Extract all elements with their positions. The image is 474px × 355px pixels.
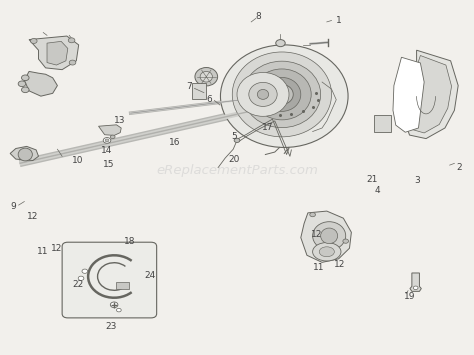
Ellipse shape	[110, 135, 115, 138]
Ellipse shape	[253, 69, 311, 120]
Ellipse shape	[105, 139, 109, 142]
Ellipse shape	[103, 137, 111, 143]
Ellipse shape	[319, 247, 334, 257]
Polygon shape	[29, 36, 79, 70]
Polygon shape	[10, 146, 38, 160]
Bar	[116, 282, 129, 289]
Polygon shape	[99, 125, 121, 135]
Ellipse shape	[21, 87, 29, 93]
Polygon shape	[410, 273, 421, 291]
Ellipse shape	[110, 302, 118, 308]
Text: 12: 12	[334, 260, 346, 269]
Text: 24: 24	[145, 271, 155, 280]
Text: 1: 1	[336, 16, 342, 25]
Text: 4: 4	[374, 186, 380, 195]
Text: 3: 3	[415, 176, 420, 185]
Ellipse shape	[310, 213, 316, 217]
Ellipse shape	[200, 71, 212, 82]
Text: 15: 15	[103, 159, 114, 169]
Text: 23: 23	[106, 322, 117, 331]
Text: 13: 13	[114, 116, 126, 125]
Ellipse shape	[249, 82, 277, 106]
Ellipse shape	[68, 38, 75, 43]
Ellipse shape	[271, 84, 293, 104]
Polygon shape	[409, 55, 452, 133]
Ellipse shape	[69, 60, 76, 65]
Ellipse shape	[21, 75, 29, 81]
Ellipse shape	[30, 39, 37, 43]
Text: 21: 21	[366, 175, 378, 184]
Text: 12: 12	[27, 212, 38, 221]
Ellipse shape	[232, 52, 331, 137]
Text: 20: 20	[228, 155, 240, 164]
Ellipse shape	[313, 242, 341, 261]
Text: 12: 12	[311, 230, 322, 239]
Text: 16: 16	[169, 138, 181, 147]
Text: 12: 12	[51, 245, 62, 253]
Ellipse shape	[18, 81, 26, 87]
Ellipse shape	[220, 45, 348, 147]
Ellipse shape	[320, 228, 337, 244]
Polygon shape	[47, 42, 68, 65]
Ellipse shape	[276, 40, 285, 47]
Ellipse shape	[243, 61, 320, 128]
Ellipse shape	[18, 148, 32, 161]
Text: 11: 11	[312, 263, 324, 272]
FancyBboxPatch shape	[62, 242, 156, 318]
Ellipse shape	[343, 239, 348, 243]
Text: 18: 18	[124, 237, 135, 246]
Text: 19: 19	[404, 292, 416, 301]
Ellipse shape	[313, 222, 346, 250]
Text: 6: 6	[207, 95, 212, 104]
Ellipse shape	[195, 67, 218, 86]
Text: 11: 11	[36, 247, 48, 256]
Ellipse shape	[413, 286, 418, 290]
Polygon shape	[405, 50, 458, 138]
Text: 7: 7	[186, 82, 191, 92]
Polygon shape	[301, 211, 351, 262]
Polygon shape	[393, 57, 424, 132]
Text: 14: 14	[101, 146, 112, 155]
Polygon shape	[24, 71, 57, 96]
Text: 17: 17	[263, 124, 274, 132]
Text: eReplacementParts.com: eReplacementParts.com	[156, 164, 318, 177]
Ellipse shape	[263, 77, 301, 111]
Text: 10: 10	[72, 156, 83, 165]
Ellipse shape	[117, 308, 121, 312]
Text: 5: 5	[231, 132, 237, 141]
Ellipse shape	[78, 276, 84, 280]
Text: 22: 22	[73, 280, 84, 289]
Bar	[192, 83, 206, 99]
Ellipse shape	[82, 269, 88, 273]
Text: 8: 8	[256, 12, 262, 21]
Ellipse shape	[237, 72, 289, 116]
Text: 9: 9	[10, 202, 16, 211]
Ellipse shape	[234, 138, 240, 142]
Bar	[374, 115, 391, 132]
Ellipse shape	[257, 89, 269, 99]
Text: 2: 2	[456, 163, 462, 172]
